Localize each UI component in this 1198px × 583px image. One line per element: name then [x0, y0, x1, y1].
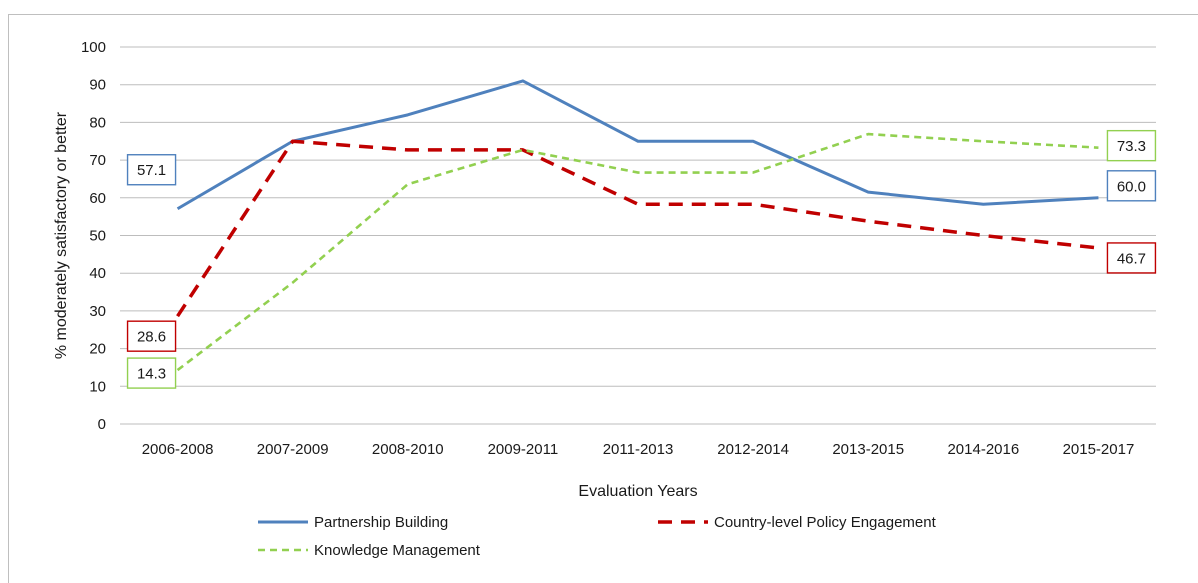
y-tick-label: 70	[89, 152, 106, 169]
x-tick-label: 2008-2010	[372, 441, 444, 458]
legend-label: Knowledge Management	[314, 542, 481, 559]
data-callout-box	[1106, 170, 1157, 202]
x-axis-title: Evaluation Years	[578, 483, 697, 500]
legend-label: Partnership Building	[314, 514, 448, 531]
data-callouts: 57.1 28.6 14.3 73.3 60.0 46.7	[126, 129, 1157, 389]
data-callout-box	[126, 357, 177, 389]
data-callout: 28.6	[126, 320, 177, 352]
y-tick-label: 30	[89, 303, 106, 320]
y-tick-label: 90	[89, 77, 106, 94]
x-tick-label: 2006-2008	[142, 441, 214, 458]
x-tick-label: 2007-2009	[257, 441, 329, 458]
x-tick-label: 2014-2016	[947, 441, 1019, 458]
data-callout-label: 28.6	[137, 329, 166, 346]
series-line-0	[176, 79, 1099, 211]
y-tick-label: 50	[89, 228, 106, 245]
y-tick-label: 40	[89, 265, 106, 282]
series-line-2	[176, 132, 1099, 372]
x-tick-label: 2012-2014	[717, 441, 789, 458]
data-callout-label: 14.3	[137, 366, 166, 383]
legend: Partnership Building Country-level Policy…	[258, 514, 937, 559]
data-callout-label: 57.1	[137, 162, 166, 179]
legend-item: Partnership Building	[258, 514, 448, 531]
x-tick-label: 2013-2015	[832, 441, 904, 458]
y-tick-label: 10	[89, 378, 106, 395]
x-tick-labels: 2006-2008 2007-2009 2008-2010 2009-2011 2011…	[142, 441, 1135, 458]
y-axis-title: % moderately satisfactory or better	[53, 111, 70, 359]
data-callout: 57.1	[126, 154, 177, 186]
y-tick-label: 100	[81, 39, 106, 56]
y-tick-label: 60	[89, 190, 106, 207]
data-callout: 14.3	[126, 357, 177, 389]
data-callout-label: 73.3	[1117, 138, 1146, 155]
series-lines	[176, 79, 1099, 372]
data-callout-label: 46.7	[1117, 250, 1146, 267]
data-callout-box	[126, 320, 177, 352]
data-callout: 46.7	[1106, 242, 1157, 274]
chart-frame	[8, 14, 1198, 583]
y-tick-label: 0	[98, 416, 106, 433]
y-tick-label: 80	[89, 114, 106, 131]
x-tick-label: 2011-2013	[603, 441, 674, 458]
x-tick-label: 2009-2011	[488, 441, 559, 458]
series-line-1	[176, 139, 1099, 318]
data-callout: 73.3	[1106, 129, 1157, 162]
data-callout-box	[126, 154, 177, 186]
data-callout-label: 60.0	[1117, 178, 1146, 195]
data-callout: 60.0	[1106, 170, 1157, 202]
y-tick-labels: 0 10 20 30 40 50 60 70 80 90 100	[81, 39, 106, 433]
legend-item: Knowledge Management	[258, 542, 481, 559]
y-tick-label: 20	[89, 341, 106, 358]
data-callout-box	[1106, 242, 1157, 274]
gridlines	[120, 46, 1156, 425]
legend-label: Country-level Policy Engagement	[714, 514, 937, 531]
data-callout-box	[1106, 129, 1157, 162]
legend-item: Country-level Policy Engagement	[658, 514, 937, 531]
x-tick-label: 2015-2017	[1063, 441, 1135, 458]
